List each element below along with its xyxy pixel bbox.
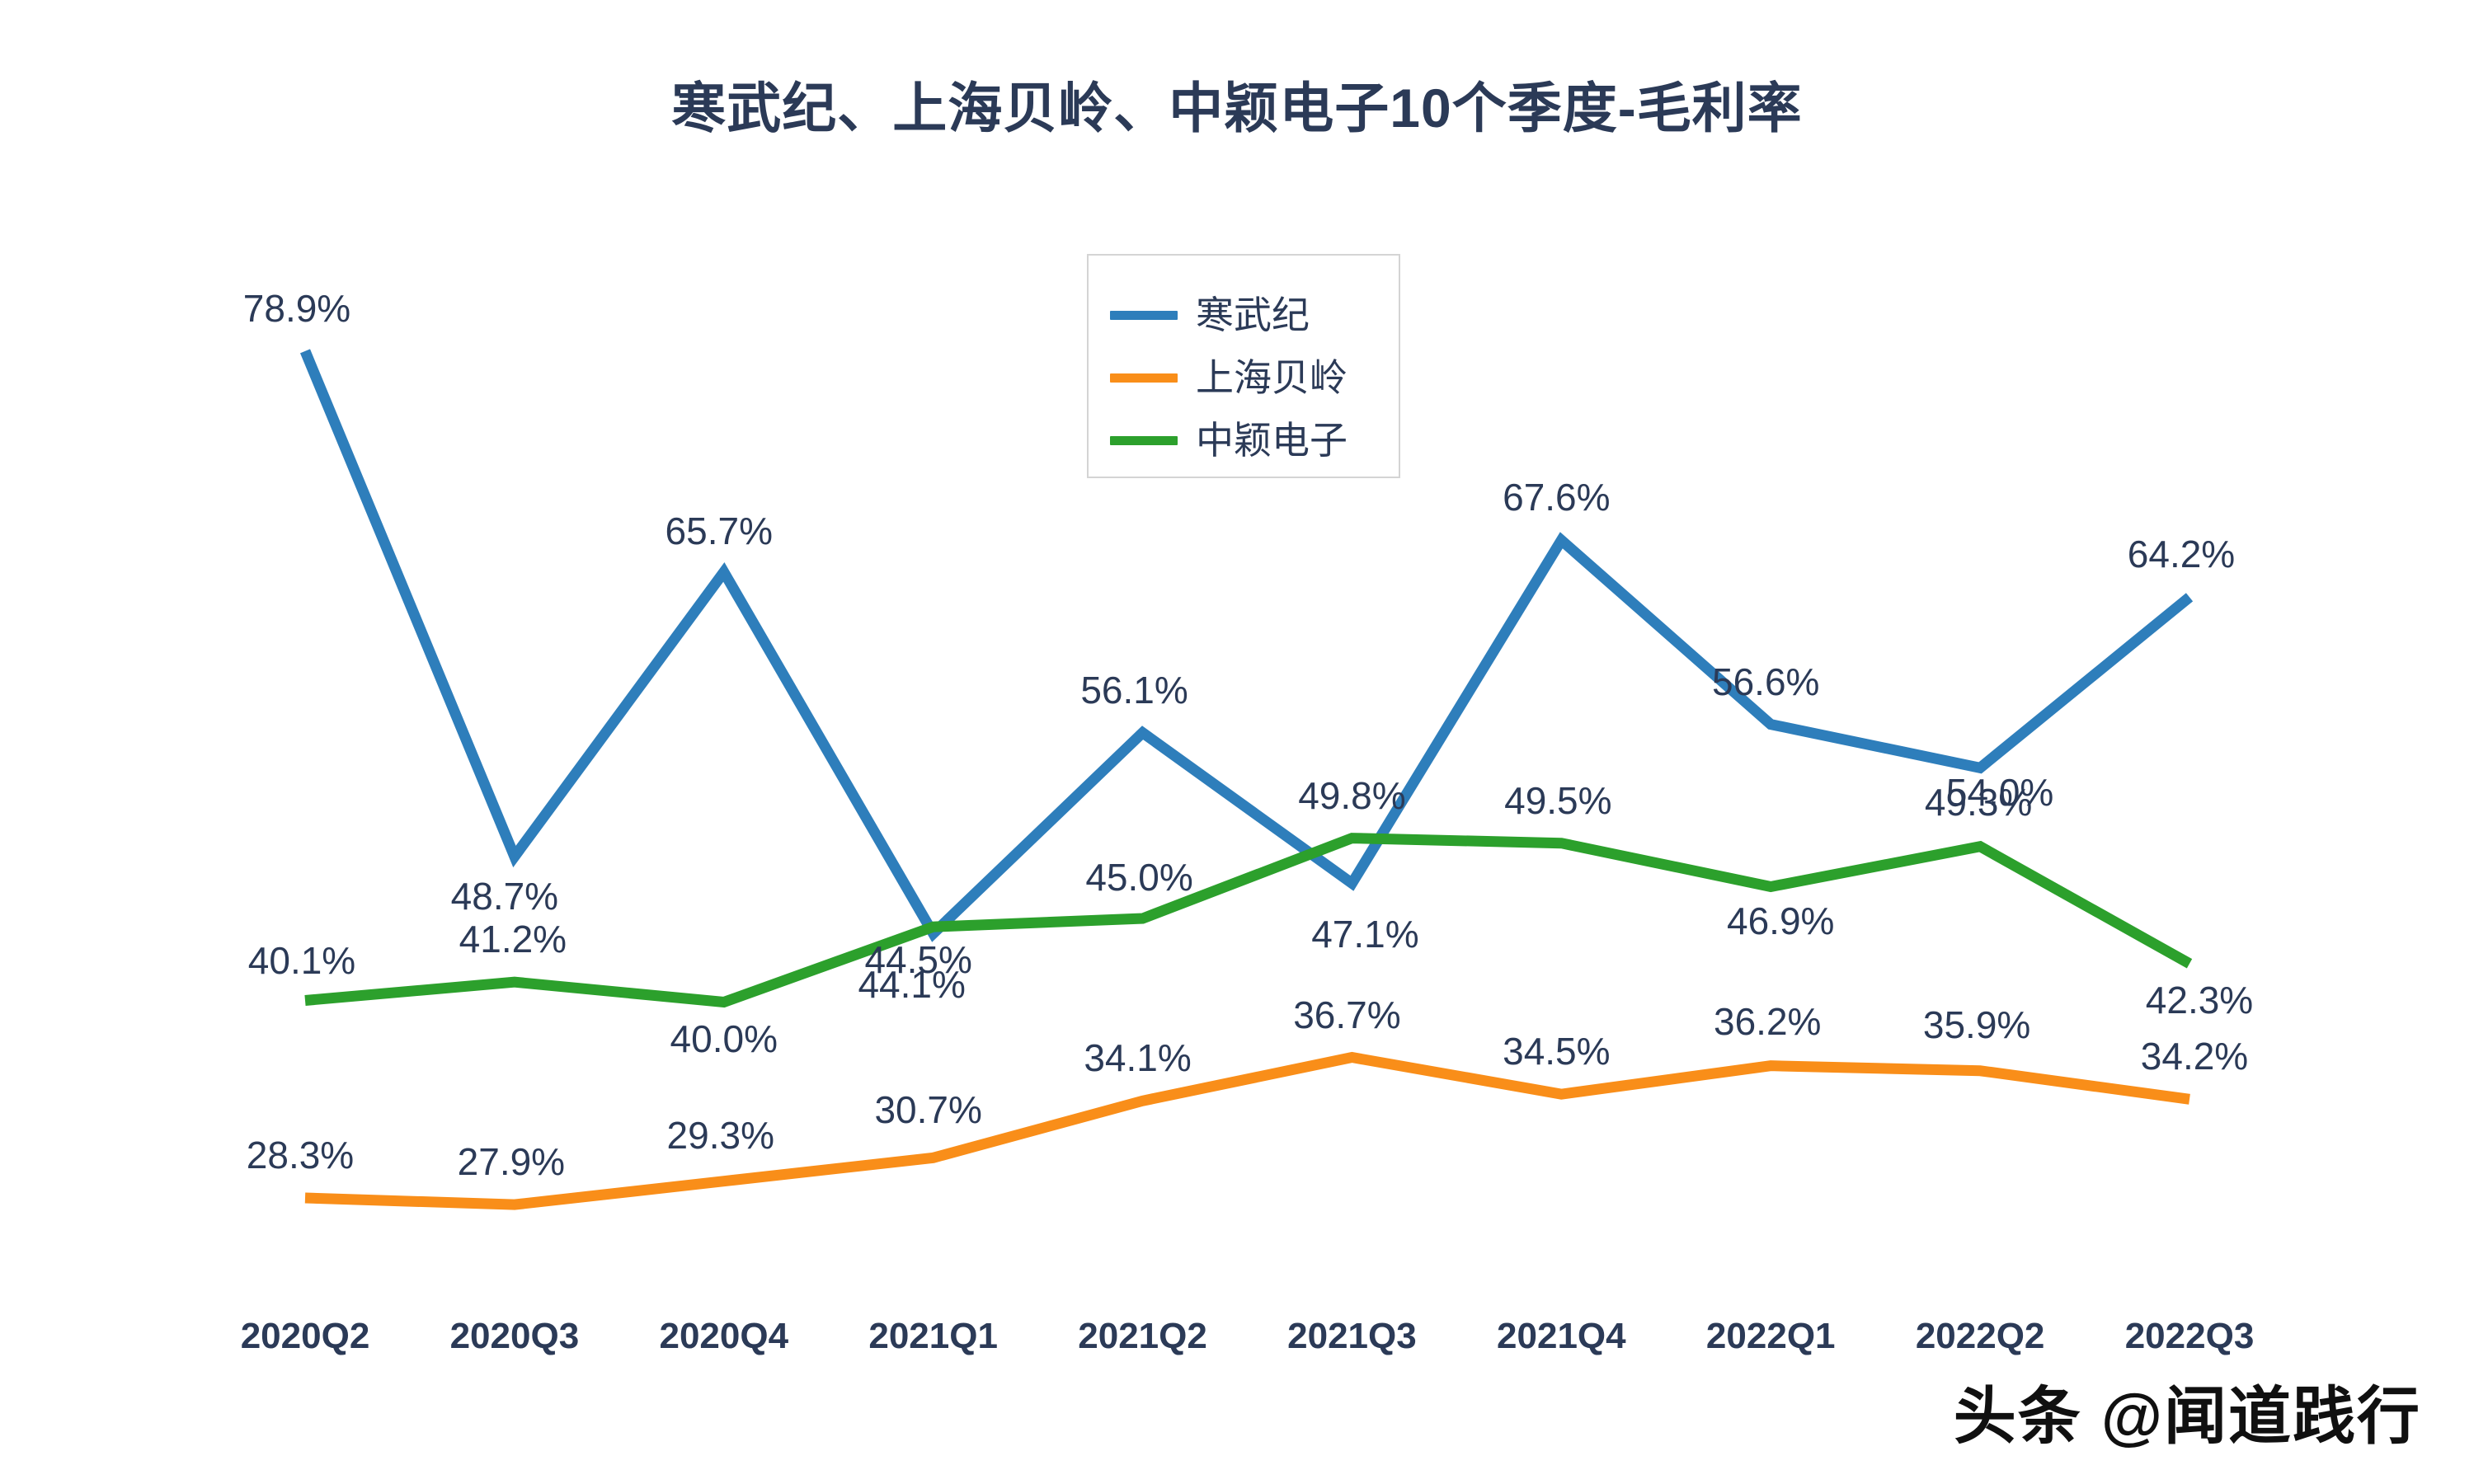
data-label-1-6: 34.5% (1503, 1030, 1611, 1073)
series-line-1 (304, 1051, 2190, 1210)
data-label-2-9: 42.3% (2145, 978, 2254, 1021)
data-label-1-1: 27.9% (457, 1140, 566, 1184)
data-label-1-8: 35.9% (1922, 1003, 2031, 1046)
data-label-2-8: 49.3% (1924, 780, 2033, 824)
legend-label-2: 中颖电子 (1196, 419, 1348, 462)
data-label-2-5: 49.8% (1298, 773, 1406, 817)
legend-item-2[interactable]: 中颖电子 (1110, 409, 1399, 472)
x-axis-tick-5: 2021Q3 (1287, 1316, 1417, 1356)
watermark: 头条 @闻道践行 (1953, 1382, 2421, 1452)
data-label-0-7: 56.6% (1712, 660, 1820, 703)
data-label-2-3: 44.5% (864, 938, 972, 982)
data-label-1-5: 36.7% (1293, 993, 1401, 1036)
data-label-1-2: 29.3% (666, 1113, 774, 1157)
data-label-2-7: 46.9% (1727, 899, 1835, 943)
x-axis-tick-9: 2022Q3 (2124, 1316, 2255, 1356)
x-axis-tick-1: 2020Q3 (449, 1316, 580, 1356)
legend-swatch-icon-1 (1110, 373, 1178, 383)
data-label-2-0: 40.1% (247, 939, 356, 983)
data-label-1-0: 28.3% (246, 1134, 355, 1177)
data-label-0-9: 64.2% (2127, 533, 2236, 576)
x-axis-tick-2: 2020Q4 (659, 1316, 789, 1356)
data-label-0-8: 54.0% (1945, 771, 2054, 815)
data-label-1-9: 34.2% (2140, 1035, 2249, 1078)
data-label-0-3: 44.1% (858, 963, 966, 1007)
x-axis-tick-0: 2020Q2 (240, 1316, 370, 1356)
data-label-0-4: 56.1% (1080, 668, 1188, 711)
data-label-0-1: 48.7% (450, 874, 559, 918)
legend-label-0: 寒武纪 (1196, 294, 1310, 336)
data-label-2-1: 41.2% (459, 918, 567, 961)
series-line-2 (304, 833, 2193, 1008)
data-label-0-5: 47.1% (1311, 913, 1419, 956)
data-label-2-2: 40.0% (670, 1017, 778, 1060)
legend-swatch-icon-2 (1110, 435, 1178, 445)
data-label-0-6: 67.6% (1503, 476, 1611, 519)
data-label-2-6: 49.5% (1504, 778, 1612, 822)
data-label-2-4: 45.0% (1085, 856, 1193, 899)
data-label-0-0: 78.9% (242, 286, 351, 330)
legend-item-1[interactable]: 上海贝岭 (1110, 346, 1399, 409)
data-label-1-4: 34.1% (1084, 1036, 1192, 1080)
x-axis-tick-8: 2022Q2 (1915, 1316, 2045, 1356)
chart-legend: 寒武纪 上海贝岭 中颖电子 (1087, 254, 1400, 478)
x-axis-tick-3: 2021Q1 (868, 1316, 998, 1356)
x-axis-tick-6: 2021Q4 (1497, 1316, 1626, 1356)
data-label-1-3: 30.7% (874, 1088, 982, 1132)
legend-swatch-icon-0 (1110, 310, 1178, 320)
x-axis-tick-4: 2021Q2 (1078, 1316, 1207, 1356)
x-axis-tick-7: 2022Q1 (1705, 1316, 1836, 1356)
legend-item-0[interactable]: 寒武纪 (1110, 284, 1399, 346)
chart-title: 寒武纪、上海贝岭、中颖电子10个季度-毛利率 (671, 77, 1803, 139)
data-label-0-2: 65.7% (665, 509, 773, 552)
data-label-1-7: 36.2% (1714, 999, 1822, 1043)
legend-label-1: 上海贝岭 (1196, 356, 1348, 399)
x-axis: 2020Q2 2020Q3 2020Q4 2021Q1 2021Q2 2021Q3 2021… (0, 1316, 2474, 1374)
